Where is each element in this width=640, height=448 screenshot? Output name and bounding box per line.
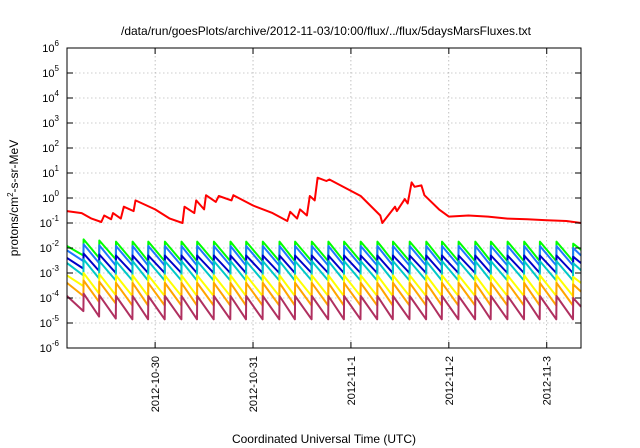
y-tick-mantissa: 10 [42,143,54,155]
y-tick-label: 104 [42,89,59,105]
y-tick-label: 10-4 [40,289,60,305]
y-tick-label: 100 [42,189,59,205]
y-axis-label-rest: -s-sr-MeV [7,140,21,193]
x-tick-label: 2012-11-3 [542,356,554,405]
y-tick-mantissa: 10 [42,93,54,105]
y-tick-mantissa: 10 [40,268,52,280]
y-axis-label-base: protons/cm [7,197,21,256]
y-tick-exponent: -3 [52,264,60,273]
y-tick-mantissa: 10 [42,168,54,180]
y-tick-mantissa: 10 [40,243,52,255]
series-line-4 [66,258,582,282]
x-tick-label: 2012-10-31 [248,356,260,412]
x-tick-label: 2012-10-30 [150,356,162,412]
y-tick-label: 106 [42,39,59,55]
y-tick-label: 10-2 [40,239,60,255]
y-tick-mantissa: 10 [40,343,52,355]
y-tick-mantissa: 10 [42,118,54,130]
y-tick-label: 10-3 [40,264,60,280]
y-tick-label: 103 [42,114,59,130]
series-line-1 [66,238,582,263]
series-line-7 [66,292,582,321]
y-tick-exponent: 2 [55,139,60,148]
y-tick-label: 102 [42,139,59,155]
y-tick-label: 10-6 [40,339,60,355]
y-tick-labels: 10-610-510-410-310-210-11001011021031041… [40,39,60,355]
y-tick-exponent: -2 [52,239,60,248]
x-tick-label: 2012-11-1 [346,356,358,405]
y-axis-label-sup: 2 [6,192,15,197]
ticks [67,47,581,349]
y-tick-exponent: 0 [55,189,60,198]
y-tick-exponent: 1 [55,164,60,173]
y-axis-label: protons/cm2-s-sr-MeV [6,140,21,256]
y-tick-mantissa: 10 [42,193,54,205]
y-tick-exponent: -5 [52,314,60,323]
chart-title: /data/run/goesPlots/archive/2012-11-03/1… [121,24,532,38]
y-tick-mantissa: 10 [42,43,54,55]
series-group [66,176,582,321]
x-axis-label: Coordinated Universal Time (UTC) [232,432,416,446]
y-tick-mantissa: 10 [42,68,54,80]
y-tick-label: 105 [42,64,59,80]
y-tick-exponent: 5 [55,64,60,73]
y-tick-exponent: 3 [55,114,60,123]
series-line-6 [66,279,582,307]
y-tick-mantissa: 10 [40,218,52,230]
y-tick-exponent: -1 [52,214,60,223]
x-tick-labels: 2012-10-30 2012-10-31 2012-11-1 2012-11-2 20… [150,356,554,412]
y-tick-exponent: 4 [55,89,60,98]
y-tick-label: 101 [42,164,59,180]
y-tick-label: 10-1 [40,214,60,230]
y-tick-exponent: 6 [55,39,60,48]
y-tick-exponent: -4 [52,289,60,298]
y-tick-mantissa: 10 [40,293,52,305]
y-tick-mantissa: 10 [40,318,52,330]
y-tick-label: 10-5 [40,314,60,330]
x-tick-label: 2012-11-2 [444,356,456,405]
y-tick-exponent: -6 [52,339,60,348]
series-line-0 [66,176,582,224]
grid [67,48,581,348]
